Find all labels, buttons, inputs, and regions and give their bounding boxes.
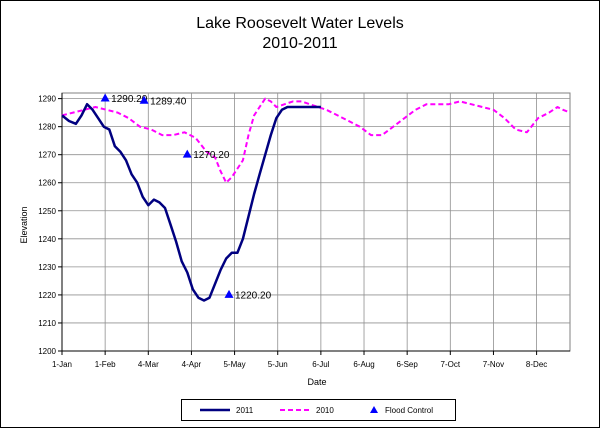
- flood-control-label: 1290.20: [111, 94, 148, 105]
- flood-control-marker: [224, 289, 234, 298]
- y-tick-label: 1210: [38, 319, 56, 328]
- y-tick-label: 1200: [38, 347, 56, 356]
- x-tick-label: 1-Jan: [52, 360, 72, 369]
- plot-border: [61, 92, 571, 352]
- flood-control-markers: 1290.20 1289.40 1270.20 1220.20: [100, 93, 272, 301]
- flood-control-marker: [100, 93, 110, 102]
- y-tick-label: 1280: [38, 123, 56, 132]
- flood-control-label: 1220.20: [235, 290, 272, 301]
- flood-control-marker: [182, 149, 192, 158]
- x-tick-label: 5-Jun: [268, 360, 288, 369]
- y-tick-label: 1260: [38, 179, 56, 188]
- legend-label-2011: 2011: [236, 406, 254, 415]
- series-line-2011: [61, 102, 321, 302]
- y-tick-label: 1290: [38, 95, 56, 104]
- flood-control-label: 1270.20: [193, 150, 230, 161]
- legend-swatch-flood-control: [370, 406, 378, 413]
- x-tick-label: 1-Feb: [95, 360, 116, 369]
- y-tick-label: 1270: [38, 151, 56, 160]
- x-tick-label: 8-Dec: [526, 360, 547, 369]
- x-tick-label: 6-Sep: [396, 360, 418, 369]
- y-axis-label: Elevation: [19, 206, 29, 243]
- legend: 2011 2010 Flood Control: [181, 399, 456, 421]
- chart-subtitle: 2010-2011: [262, 35, 338, 52]
- y-tick-label: 1220: [38, 291, 56, 300]
- legend-label-2010: 2010: [316, 406, 334, 415]
- y-tick-label: 1240: [38, 235, 56, 244]
- x-tick-label: 4-Mar: [138, 360, 159, 369]
- flood-control-marker: [139, 95, 149, 104]
- x-tick-label: 6-Jul: [312, 360, 330, 369]
- axes: 1200 1210 1220 1230 1240 1250 1260 1270 1280 1290…: [38, 93, 570, 369]
- legend-label-flood-control: Flood Control: [385, 406, 433, 415]
- series-line-2010: [61, 97, 571, 184]
- x-tick-label: 5-May: [223, 360, 245, 369]
- y-tick-label: 1250: [38, 207, 56, 216]
- flood-control-label: 1289.40: [150, 96, 187, 107]
- x-axis-label: Date: [307, 377, 326, 387]
- x-tick-label: 7-Oct: [441, 360, 461, 369]
- y-tick-label: 1230: [38, 263, 56, 272]
- x-tick-label: 6-Aug: [353, 360, 374, 369]
- series-lines: [61, 97, 571, 302]
- chart-title: Lake Roosevelt Water Levels: [196, 15, 404, 32]
- x-tick-label: 7-Nov: [483, 360, 504, 369]
- grid-lines: [61, 92, 571, 352]
- x-tick-label: 4-Apr: [182, 360, 202, 369]
